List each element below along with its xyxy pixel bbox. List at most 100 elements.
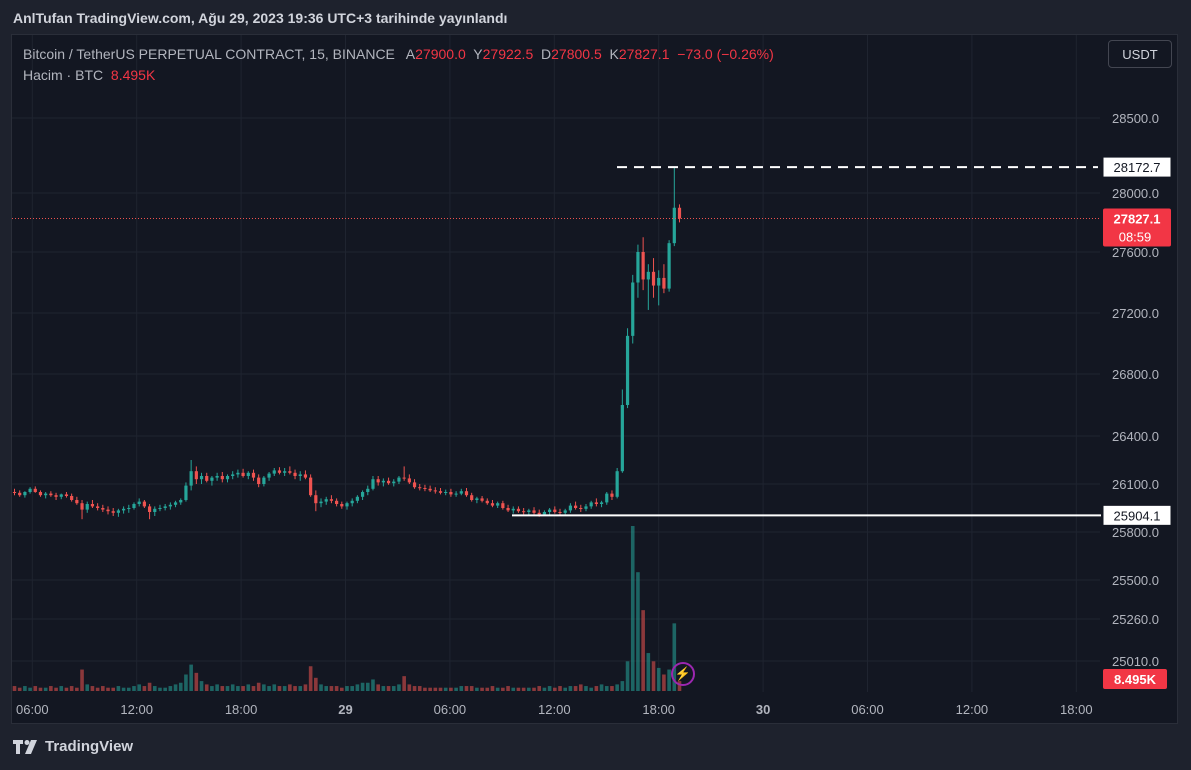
candle-body: [220, 476, 224, 480]
candle-body: [262, 477, 266, 484]
candle-body: [641, 252, 645, 280]
candle-body: [392, 481, 396, 484]
volume-bar: [428, 687, 432, 691]
candle-body: [96, 506, 100, 508]
volume-bar: [230, 684, 235, 691]
candle-body: [522, 511, 526, 513]
volume-bar: [69, 686, 74, 691]
candle-body: [402, 477, 406, 479]
candle-body: [376, 479, 380, 483]
candle-body: [594, 502, 598, 504]
candle-body: [610, 493, 614, 497]
close-label: K: [609, 46, 619, 62]
volume-bar: [610, 686, 614, 691]
volume-bar: [293, 686, 297, 691]
volume-bar: [677, 681, 682, 691]
volume-bar: [142, 686, 147, 691]
volume-bar: [90, 686, 95, 691]
candle-body: [132, 504, 136, 508]
candle-body: [490, 503, 495, 506]
candle-body: [584, 506, 588, 509]
candle-body: [475, 498, 479, 500]
tradingview-footer: TradingView: [13, 738, 133, 755]
last-price-tag: [1103, 208, 1171, 247]
volume-bar: [319, 684, 323, 691]
publisher-header: AnlTufan TradingView.com, Ağu 29, 2023 1…: [13, 10, 508, 26]
volume-bar: [501, 687, 505, 691]
candle-body: [589, 502, 593, 507]
candle-body: [314, 495, 318, 504]
volume-bar: [282, 686, 287, 691]
candle-body: [412, 482, 417, 488]
candle-body: [127, 508, 131, 509]
y-tick-label: 28500.0: [1112, 111, 1159, 126]
volume-bar: [454, 687, 458, 691]
volume-bar: [672, 623, 677, 691]
x-tick-label: 18:00: [642, 702, 675, 717]
candle-body: [122, 508, 126, 511]
candle-body: [615, 471, 619, 497]
volume-bar: [210, 686, 214, 691]
candle-body: [599, 502, 604, 504]
y-tick-label: 26400.0: [1112, 429, 1159, 444]
candle-body: [215, 476, 219, 478]
candle-body: [272, 470, 276, 474]
low-label: D: [541, 46, 552, 62]
candles: [12, 167, 682, 520]
candle-body: [355, 496, 359, 501]
volume-bar: [246, 684, 251, 691]
tradingview-brand: TradingView: [45, 738, 134, 755]
y-tick-label: 26800.0: [1112, 367, 1159, 382]
y-tick-label: 27600.0: [1112, 245, 1159, 260]
volume-bar: [33, 686, 38, 691]
lightning-icon[interactable]: ⚡: [671, 662, 695, 686]
volume-bar: [604, 686, 609, 691]
volume-label[interactable]: Hacim · BTC: [23, 67, 104, 83]
volume-bar: [184, 674, 188, 691]
candle-body: [38, 492, 43, 496]
volume-bar: [262, 684, 266, 691]
candle-body: [496, 503, 500, 506]
volume-bar: [412, 686, 417, 691]
volume-bar: [288, 684, 292, 691]
change-value: −73.0 (−0.26%): [677, 46, 774, 62]
tradingview-logo-icon: [13, 739, 37, 754]
volume-bar: [584, 686, 588, 691]
candle-body: [267, 473, 271, 478]
candle-body: [246, 472, 250, 476]
candle-body: [371, 479, 375, 489]
volume-bar: [516, 687, 521, 691]
candle-body: [662, 277, 666, 289]
volume-bar: [371, 679, 375, 691]
volume-bar: [625, 661, 630, 691]
volume-bar: [646, 653, 651, 691]
candle-body: [657, 277, 661, 286]
currency-button[interactable]: USDT: [1108, 40, 1172, 68]
candle-body: [54, 495, 58, 497]
candle-body: [651, 271, 656, 286]
volume-bar: [23, 686, 27, 691]
symbol-label[interactable]: Bitcoin / TetherUS PERPETUAL CONTRACT, 1…: [23, 46, 395, 62]
candle-body: [179, 500, 183, 503]
candle-body: [184, 485, 188, 500]
volume-bar: [662, 674, 666, 691]
volume-bar: [277, 686, 282, 691]
x-tick-label: 06:00: [434, 702, 467, 717]
volume-bar: [511, 687, 516, 691]
y-tick-label: 27200.0: [1112, 306, 1159, 321]
candle-body: [345, 503, 349, 507]
volume-bar: [667, 669, 671, 691]
volume-bar: [630, 526, 635, 691]
y-tick-label: 25010.0: [1112, 654, 1159, 669]
volume-bar: [391, 686, 396, 691]
chart-panel[interactable]: [11, 34, 1178, 724]
candle-body: [636, 252, 640, 283]
volume-bar: [241, 686, 245, 691]
volume-bar: [449, 687, 453, 691]
open-label: A: [405, 46, 416, 62]
price-level-tag: [1102, 156, 1172, 178]
candle-body: [501, 503, 505, 508]
candle-body: [173, 502, 178, 505]
volume-bar: [386, 686, 391, 691]
